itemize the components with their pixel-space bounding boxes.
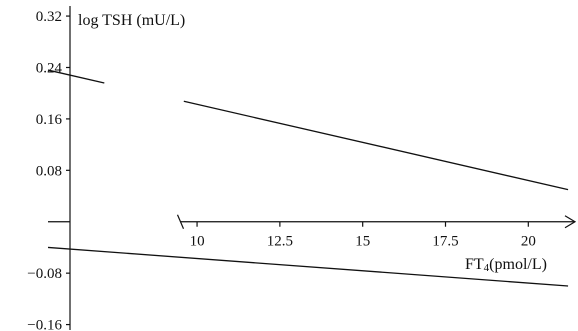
axes-layer <box>48 6 577 330</box>
y-tick-label: 0.32 <box>36 9 62 25</box>
x-tick-label: 10 <box>190 234 205 250</box>
x-axis-label-main: FT <box>465 256 484 273</box>
y-tick-label: −0.08 <box>27 266 62 282</box>
x-axis-break-mark <box>176 214 185 229</box>
x-axis-arrow-icon <box>564 215 577 229</box>
x-tick-label: 17.5 <box>432 234 458 250</box>
x-tick-label: 15 <box>355 234 370 250</box>
y-axis-label: log TSH (mU/L) <box>78 12 185 29</box>
x-tick-label: 12.5 <box>267 234 293 250</box>
y-tick-label: 0.24 <box>36 60 63 76</box>
x-tick-label: 20 <box>521 234 536 250</box>
series-layer <box>47 69 569 287</box>
series-1-line <box>183 100 569 191</box>
x-axis-label-unit: (pmol/L) <box>489 256 547 273</box>
x-axis-label-subscript: 4 <box>484 262 490 274</box>
ticks-layer: 0.32 0.24 0.16 0.08 −0.08 −0.16 10 12.5 15 17.5 20 <box>27 9 536 331</box>
x-axis-label: FT4(pmol/L) <box>465 256 547 274</box>
series-1-line-segment <box>47 69 105 84</box>
y-tick-label: 0.16 <box>36 112 63 128</box>
series-2-line <box>47 246 569 287</box>
y-tick-label: 0.08 <box>36 163 62 179</box>
y-tick-label: −0.16 <box>27 318 62 331</box>
